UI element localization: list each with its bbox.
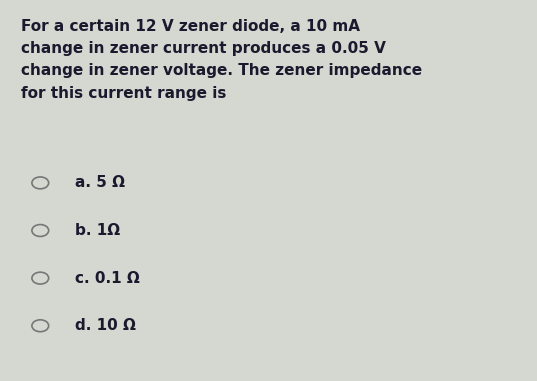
Text: b. 1Ω: b. 1Ω [75, 223, 120, 238]
Text: c. 0.1 Ω: c. 0.1 Ω [75, 271, 140, 286]
Text: d. 10 Ω: d. 10 Ω [75, 318, 136, 333]
Text: For a certain 12 V zener diode, a 10 mA
change in zener current produces a 0.05 : For a certain 12 V zener diode, a 10 mA … [21, 19, 423, 101]
Text: a. 5 Ω: a. 5 Ω [75, 175, 125, 190]
